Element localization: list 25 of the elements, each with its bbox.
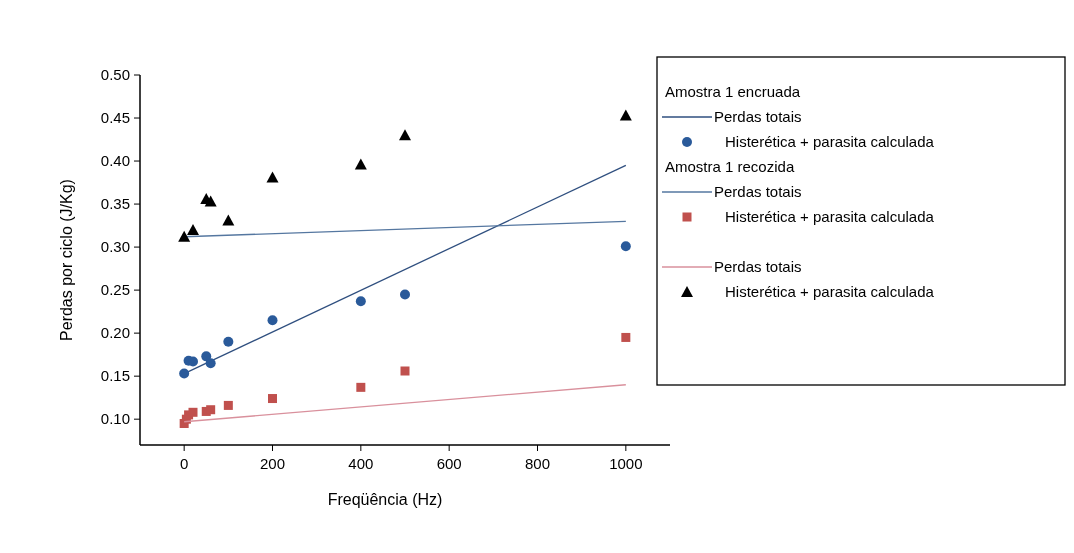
x-tick-label: 800 — [524, 455, 551, 472]
legend-label: Perdas totais — [714, 108, 802, 125]
annotation: Amostra 1 recozida — [665, 158, 795, 175]
x-tick-label: 1000 — [609, 455, 643, 472]
y-tick-label: 0.25 — [100, 281, 130, 299]
legend-label: Histerética + parasita calculada — [725, 283, 935, 300]
legend-label: Histerética + parasita calculada — [725, 208, 935, 225]
y-tick-label: 0.20 — [100, 324, 130, 342]
x-axis-title: Freqüência (Hz) — [327, 491, 443, 508]
annotation: Amostra 1 encruada — [665, 83, 801, 100]
y-axis-title: Perdas por ciclo (J/Kg) — [58, 179, 75, 341]
legend-label: Perdas totais — [714, 183, 802, 200]
x-tick-label: 600 — [436, 455, 462, 472]
legend-label: Perdas totais — [714, 258, 802, 275]
x-tick-label: 400 — [348, 455, 374, 472]
y-tick-label: 0.30 — [100, 238, 130, 256]
x-tick-label: 0 — [179, 455, 189, 472]
legend-label: Histerética + parasita calculada — [725, 133, 935, 150]
y-tick-label: 0.35 — [100, 195, 130, 213]
y-tick-label: 0.15 — [100, 367, 130, 385]
y-tick-label: 0.10 — [100, 410, 130, 428]
x-tick-label: 200 — [259, 455, 286, 472]
y-tick-label: 0.45 — [100, 109, 130, 127]
y-tick-label: 0.40 — [100, 152, 130, 170]
y-tick-label: 0.50 — [100, 66, 130, 83]
